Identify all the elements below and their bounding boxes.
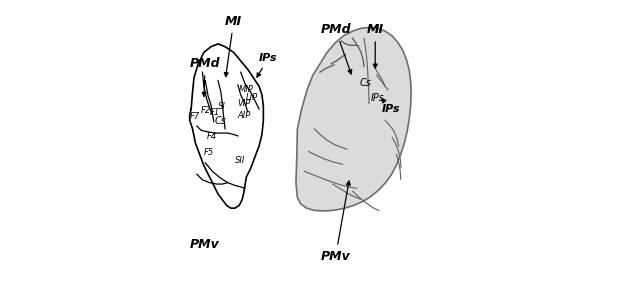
Text: IPs: IPs	[257, 53, 278, 77]
Text: SI: SI	[218, 102, 226, 111]
Text: SII: SII	[235, 156, 245, 165]
Text: LIP: LIP	[246, 93, 258, 102]
Text: F2: F2	[201, 106, 211, 115]
Text: Cs: Cs	[360, 78, 372, 88]
Text: AIP: AIP	[237, 111, 251, 120]
Text: PMd: PMd	[320, 23, 352, 74]
Text: F4: F4	[207, 132, 217, 141]
Text: PMv: PMv	[189, 239, 220, 251]
Text: F5: F5	[204, 148, 214, 156]
Text: IPs: IPs	[381, 99, 400, 114]
Text: Cs: Cs	[215, 116, 227, 126]
Polygon shape	[296, 27, 411, 211]
Text: PMv: PMv	[321, 181, 351, 263]
Text: MI: MI	[225, 15, 243, 77]
Text: F1: F1	[209, 108, 220, 117]
Text: MIP: MIP	[239, 85, 253, 94]
Text: VIP: VIP	[237, 100, 250, 108]
Text: F7: F7	[190, 112, 200, 121]
Text: PMd: PMd	[189, 57, 220, 96]
Text: IPs: IPs	[371, 93, 385, 103]
Text: MI: MI	[367, 23, 384, 68]
